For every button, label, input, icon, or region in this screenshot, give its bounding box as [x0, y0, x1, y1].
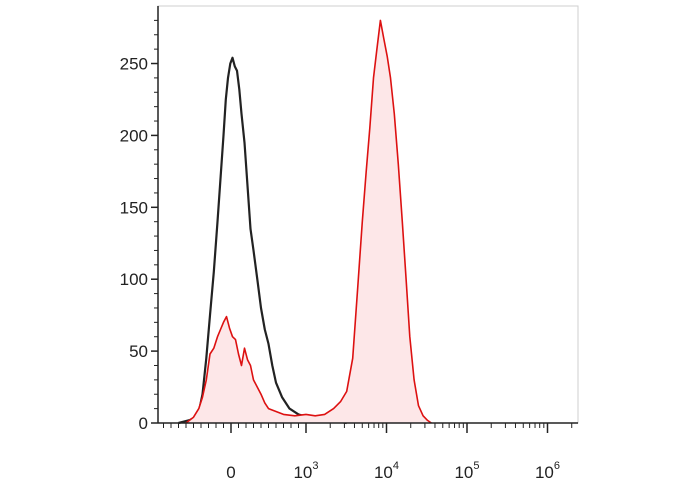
series-1-line [185, 19, 432, 424]
x-tick-label-10000: 104 [374, 460, 399, 482]
y-major-ticks: 0 50 100 150 200 250 [120, 55, 158, 433]
y-tick-label-150: 150 [120, 198, 148, 217]
x-tick-label-1000000: 106 [535, 460, 560, 482]
y-tick-label-200: 200 [120, 126, 148, 145]
y-tick-label-0: 0 [139, 414, 148, 433]
y-tick-label-100: 100 [120, 270, 148, 289]
x-tick-label-0: 0 [226, 463, 235, 482]
x-major-ticks: 0 103 104 105 106 [226, 423, 560, 482]
series-layer [178, 19, 432, 425]
x-minor-ticks [163, 423, 573, 428]
series-1-area [186, 20, 432, 424]
x-tick-label-1000: 103 [293, 460, 318, 482]
x-tick-label-100000: 105 [454, 460, 479, 482]
y-tick-label-50: 50 [129, 342, 148, 361]
y-tick-label-250: 250 [120, 55, 148, 74]
series-0-line [178, 56, 347, 425]
